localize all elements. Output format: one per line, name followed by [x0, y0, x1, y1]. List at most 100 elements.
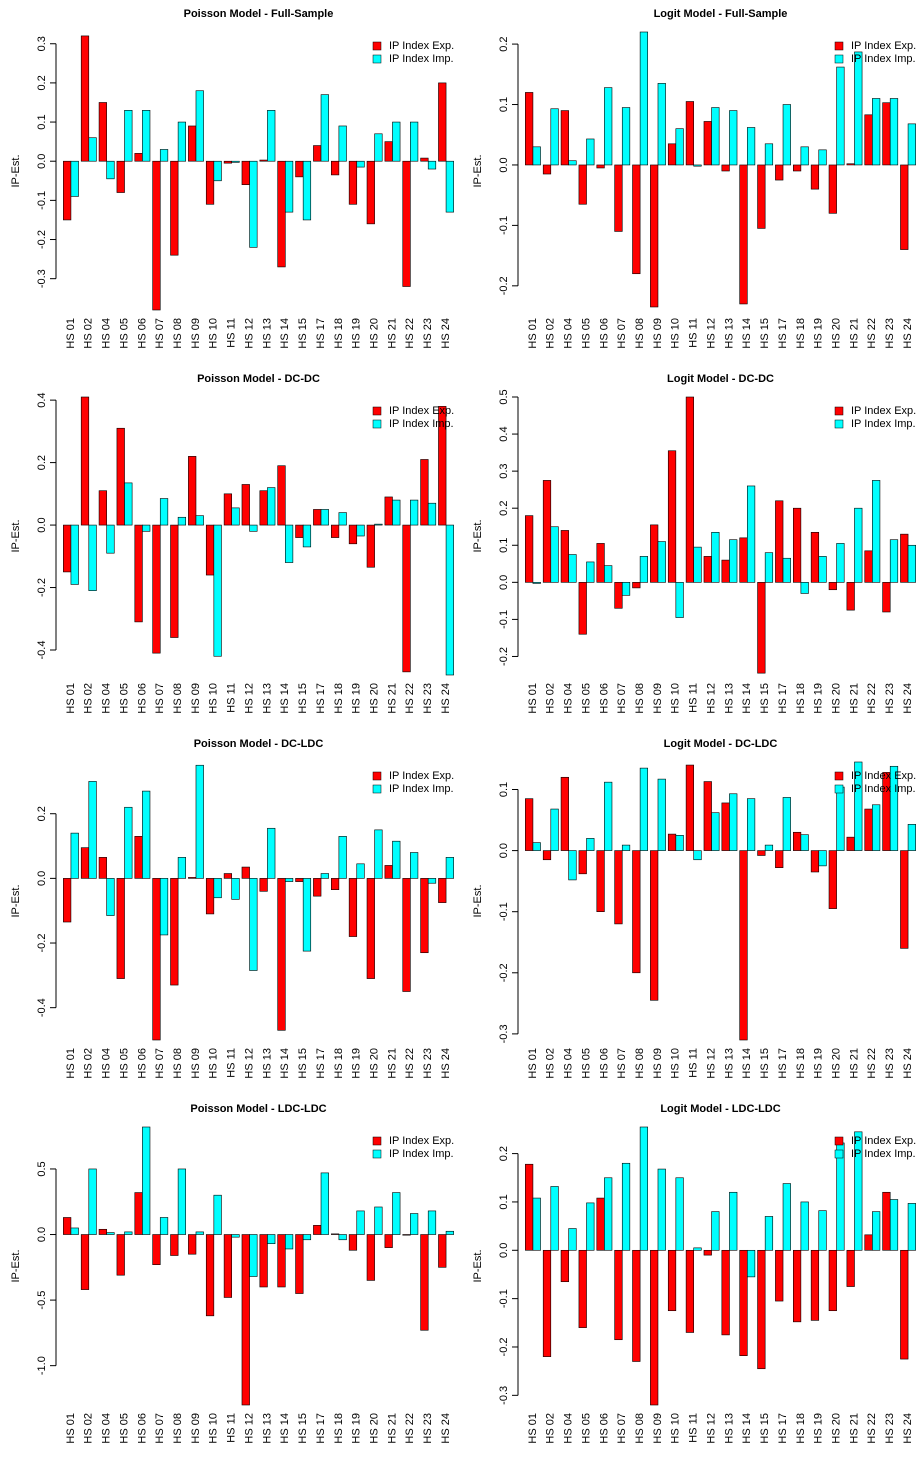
bar — [348, 1234, 358, 1251]
x-tick-label: HS 11 — [226, 318, 238, 348]
bar — [249, 878, 258, 971]
bar — [764, 143, 774, 166]
bar — [267, 827, 276, 879]
bar — [703, 781, 712, 851]
x-tick-label: HS 19 — [813, 1413, 825, 1444]
panel: Logit Model - LDC-LDC IP-Est. -0.3 -0.2 -0.1… — [472, 1103, 916, 1444]
bar — [63, 524, 72, 573]
bar — [98, 102, 107, 162]
x-tick-label: HS 21 — [386, 1413, 398, 1444]
panel: Poisson Model - Full-Sample IP-Est. -0.3 -0… — [10, 8, 454, 349]
x-tick-label: HS 20 — [369, 683, 381, 714]
x-tick-label: HS 06 — [136, 1413, 148, 1444]
x-tick-label: HS 14 — [741, 1048, 753, 1079]
bar — [249, 524, 258, 532]
x-tick-label: HS 24 — [902, 318, 914, 349]
x-tick-label: HS 13 — [261, 318, 273, 349]
bar — [532, 1197, 541, 1251]
y-axis-label: IP-Est. — [10, 154, 22, 187]
bar — [818, 556, 827, 583]
bar — [764, 552, 774, 583]
bar — [106, 1232, 115, 1235]
bar — [846, 163, 855, 166]
bar — [872, 1211, 881, 1251]
bar — [667, 143, 677, 166]
bar — [159, 878, 169, 936]
y-tick-label: -0.2 — [36, 230, 48, 249]
bar — [639, 767, 649, 851]
y-tick-label: 0.4 — [36, 392, 48, 407]
x-tick-label: HS 11 — [688, 1048, 700, 1078]
bar — [231, 507, 240, 526]
x-tick-label: HS 09 — [652, 1413, 664, 1444]
bar — [231, 1234, 240, 1238]
bar — [854, 1131, 863, 1251]
y-tick-label: 0.2 — [36, 806, 48, 821]
bar — [729, 539, 738, 583]
x-tick-label: HS 01 — [527, 318, 539, 349]
x-tick-label: HS 11 — [688, 1413, 700, 1443]
bar — [525, 92, 534, 166]
bar — [277, 878, 286, 1031]
bar — [586, 561, 595, 583]
legend-label: IP Index Exp. — [389, 1135, 454, 1147]
bar — [721, 1249, 730, 1336]
x-tick-label: HS 18 — [333, 683, 345, 714]
bar — [764, 1216, 774, 1251]
x-tick-label: HS 23 — [884, 1048, 896, 1079]
x-tick-label: HS 20 — [369, 1413, 381, 1444]
bar — [703, 1249, 712, 1256]
x-tick-label: HS 12 — [705, 318, 717, 349]
bar — [810, 164, 820, 190]
bar — [241, 1234, 250, 1406]
bar — [177, 1168, 187, 1235]
x-tick-label: HS 22 — [404, 1048, 416, 1079]
bar — [313, 145, 322, 162]
y-tick-label: 0.2 — [498, 36, 510, 51]
bar — [532, 146, 541, 166]
bar — [721, 559, 730, 583]
bar — [632, 582, 641, 589]
x-tick-label: HS 20 — [831, 683, 843, 714]
bar — [188, 125, 197, 162]
bar — [259, 1234, 268, 1288]
bar — [818, 850, 827, 867]
x-tick-label: HS 04 — [563, 1413, 575, 1444]
chart-title: Logit Model - DC-LDC — [664, 738, 778, 750]
bar — [800, 1201, 809, 1251]
bar — [614, 164, 623, 232]
bar — [70, 832, 79, 879]
legend-swatch — [372, 41, 382, 51]
x-tick-label: HS 08 — [634, 1048, 646, 1079]
bar — [338, 1234, 347, 1241]
bar — [410, 121, 419, 162]
legend-swatch — [372, 406, 382, 416]
bar — [348, 878, 358, 937]
x-tick-label: HS 07 — [616, 1048, 628, 1079]
x-tick-label: HS 05 — [580, 683, 592, 714]
x-tick-label: HS 13 — [723, 1048, 735, 1079]
x-tick-label: HS 21 — [386, 683, 398, 714]
bar — [259, 878, 268, 892]
bar — [882, 582, 891, 613]
x-tick-label: HS 06 — [598, 1048, 610, 1079]
bar — [693, 164, 702, 167]
bar — [124, 110, 133, 162]
bar — [568, 554, 577, 583]
x-tick-label: HS 09 — [652, 318, 664, 349]
x-tick-label: HS 07 — [616, 318, 628, 349]
bar — [621, 1162, 631, 1251]
bar — [152, 878, 161, 1041]
bar — [152, 160, 161, 311]
bar — [711, 1211, 720, 1251]
bar — [872, 98, 881, 166]
bar — [402, 1234, 411, 1236]
bar — [729, 1191, 738, 1251]
y-tick-label: 0.1 — [36, 114, 48, 129]
legend-swatch — [834, 1136, 844, 1146]
y-tick-label: -0.3 — [498, 1386, 510, 1405]
bar — [80, 847, 90, 879]
x-tick-label: HS 07 — [154, 1048, 166, 1079]
x-tick-label: HS 08 — [172, 1413, 184, 1444]
bar — [550, 1186, 559, 1251]
